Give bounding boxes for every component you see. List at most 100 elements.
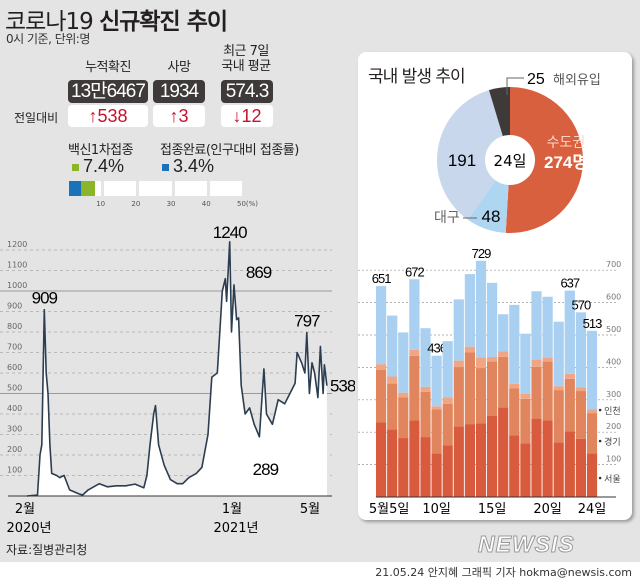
bar-segment [509, 435, 520, 497]
deaths-value: 1934 [153, 80, 205, 103]
bar-segment [431, 453, 442, 497]
bar-segment [487, 416, 498, 497]
bar-segment [376, 369, 387, 423]
newsis-logo: NEWSIS [478, 531, 575, 558]
data-label: 1240 [213, 225, 247, 242]
vaccine-bar-segment [174, 181, 207, 196]
daily-regional-bar-chart: 100 200 300 400 500 600 700 651 672 436 729 637 570 5… [358, 246, 621, 517]
x-tick-label: 15일 [478, 502, 507, 517]
bar-segment [553, 390, 564, 443]
bar-total-label: 570 [572, 297, 591, 312]
slice-value-other: 191 [448, 151, 476, 170]
bar-total-label: 672 [405, 264, 424, 279]
full-dose-pct: 3.4% [162, 156, 214, 177]
cases-line [26, 241, 328, 497]
first-dose-pct: 7.4% [72, 156, 124, 177]
source: 자료:질병관리청 [6, 543, 88, 557]
bar-segment [442, 341, 453, 398]
vaccine-tick: 30 [166, 200, 176, 208]
cumulative-value: 13만6467 [68, 80, 148, 103]
legend-label: 경기 [604, 436, 621, 448]
bar-segment [553, 442, 564, 497]
y-tick-label: 400 [7, 404, 22, 413]
y-tick-label: 900 [7, 302, 22, 311]
footer [0, 562, 640, 581]
domestic-pie-chart: 24일 수도권 274명 48 대구 191 25 해외유입 [434, 71, 601, 233]
x-year-label: 2021년 [213, 521, 258, 535]
bar-segment [409, 349, 420, 356]
y-tick-label: 1100 [7, 261, 27, 270]
bar-segment [442, 397, 453, 404]
pie-center-label: 24일 [494, 152, 527, 170]
page-title: 코로나19 신규확진 추이 [5, 9, 228, 35]
bar-segment [586, 453, 598, 497]
pie-slice [505, 87, 583, 233]
x-tick-label: 1월 [222, 502, 242, 517]
y-tick-label: 300 [7, 425, 22, 434]
bar-segment [409, 279, 420, 350]
bar-segment [475, 260, 487, 358]
bar-segment [387, 315, 398, 377]
vaccine-tick: 50(%) [237, 200, 259, 208]
area-fill [27, 241, 327, 496]
bar-segment [387, 376, 398, 384]
legend-label: 인천 [604, 406, 621, 417]
y-tick-label: 200 [7, 445, 22, 454]
bar-segment [475, 357, 487, 369]
bar-segment [453, 367, 464, 427]
deaths-change: ↑3 [153, 105, 205, 127]
slice-value-daegu: 48 [482, 207, 501, 226]
x-year-label: 2020년 [6, 521, 51, 535]
bar-segment [575, 387, 586, 392]
bar-segment [475, 368, 487, 424]
data-label: 289 [253, 460, 279, 479]
bar-segment [509, 388, 520, 436]
cumulative-label: 누적확진 [85, 60, 131, 75]
vaccine-tick: 10 [96, 200, 106, 208]
legend-label: 서울 [604, 474, 621, 485]
bar-segment [498, 351, 509, 357]
bar-segment [464, 274, 475, 347]
bar-segment [520, 398, 531, 444]
slice-name-overseas: 해외유입 [553, 73, 601, 88]
y-tick-label: 300 [606, 390, 621, 399]
bar-segment [398, 392, 409, 398]
bar-segment [487, 361, 498, 416]
daily-cases-line-chart: 100 200 300 400 500 600 700 800 900 1000 1100 1200 2… [0, 225, 355, 535]
bar-segment [575, 438, 586, 497]
bar-segment [564, 378, 575, 432]
y-tick-label: 100 [7, 466, 22, 475]
bar-segment [586, 413, 598, 454]
vaccine-bar-segment [209, 181, 242, 196]
bar-segment [387, 383, 398, 430]
bar-segment [498, 356, 509, 408]
weekly-avg-value: 574.3 [221, 80, 273, 103]
bar-segment [409, 355, 420, 421]
bar-segment [542, 361, 553, 421]
x-tick-label: 5월 [300, 502, 320, 517]
y-tick-label: 800 [7, 322, 22, 331]
bar-segment [531, 366, 542, 419]
credit: 21.05.24 안지혜 그래픽 기자 hokma@newsis.com [375, 566, 632, 579]
y-tick-label: 600 [7, 363, 22, 372]
vaccine-axis: 10 20 30 40 50(%) [69, 200, 259, 210]
bar-segment [464, 424, 475, 497]
x-tick-label: 24일 [578, 502, 607, 517]
bar-segment [420, 437, 431, 497]
bar-segment [531, 418, 542, 497]
panel-title: 국내 발생 추이 [368, 67, 466, 87]
bar-segment [509, 383, 520, 389]
up-arrow-icon: ↑ [88, 106, 98, 126]
full-dose-fill [69, 181, 81, 196]
data-label: 538 [330, 377, 355, 396]
bar-total-label: 513 [583, 316, 602, 331]
y-tick-label: 100 [606, 455, 621, 464]
bar-segment [376, 364, 387, 370]
bar-segment [487, 282, 498, 358]
bar-segment [586, 330, 598, 410]
bar-segment [453, 299, 464, 361]
bar-total-label: 436 [427, 341, 446, 356]
weekly-avg-label: 최근 7일 국내 평균 [221, 44, 271, 74]
vaccine-tick: 40 [201, 200, 211, 208]
bar-segment [586, 409, 598, 414]
